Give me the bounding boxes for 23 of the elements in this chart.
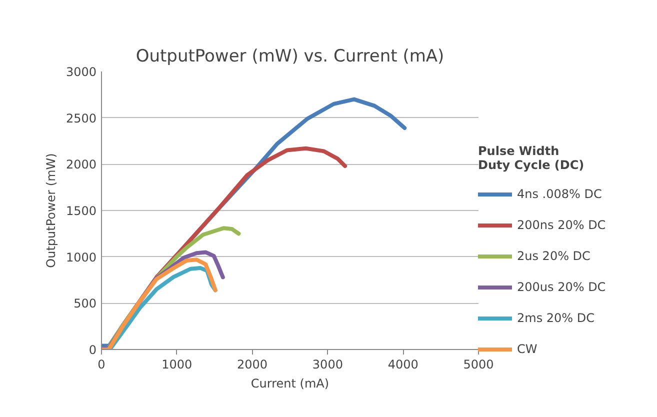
x-axis-title: Current (mA) xyxy=(250,376,330,390)
x-tick-label: 4000 xyxy=(388,358,418,372)
legend-label: 200us 20% DC xyxy=(517,280,606,294)
y-tick-label: 500 xyxy=(74,296,96,311)
y-axis-title: OutputPower (mW) xyxy=(44,153,58,268)
legend-label: 4ns .008% DC xyxy=(517,187,602,201)
x-tick-label: 3000 xyxy=(312,358,343,372)
x-tick-label: 0 xyxy=(98,358,106,372)
y-tick-label: 0 xyxy=(88,343,97,357)
chart-title: OutputPower (mW) vs. Current (mA) xyxy=(136,46,444,66)
legend-label: 2us 20% DC xyxy=(517,249,590,263)
x-tick-label: 5000 xyxy=(463,358,494,372)
legend-label: 2ms 20% DC xyxy=(517,311,594,325)
legend-title: Pulse Width Duty Cycle (DC) xyxy=(478,144,586,172)
legend-label: CW xyxy=(517,342,538,356)
x-tick-label: 2000 xyxy=(237,358,268,372)
legend-label: 200ns 20% DC xyxy=(517,218,606,232)
y-tick-label: 2500 xyxy=(66,111,97,126)
y-tick-label: 2000 xyxy=(66,158,97,172)
x-tick-label: 1000 xyxy=(162,358,192,372)
y-tick-label: 1000 xyxy=(66,250,97,264)
y-tick-label: 3000 xyxy=(66,65,97,79)
y-tick-label: 1500 xyxy=(66,204,97,218)
